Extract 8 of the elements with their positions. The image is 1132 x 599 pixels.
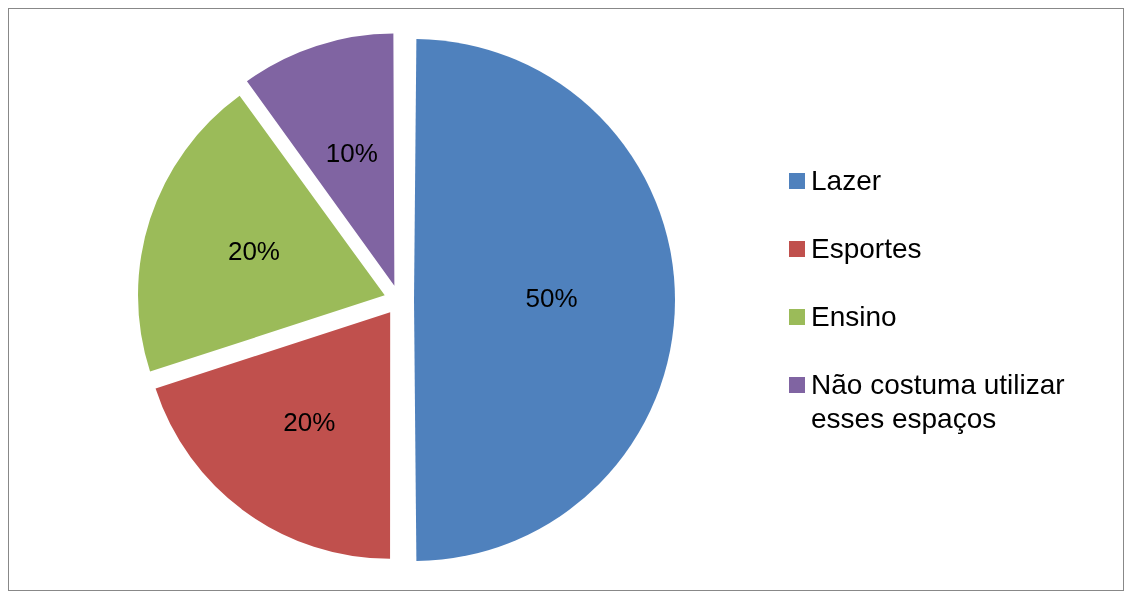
data-label: 50%	[525, 282, 578, 313]
legend-label: Esportes	[811, 231, 922, 266]
legend-label: Ensino	[811, 299, 897, 334]
data-label: 10%	[325, 137, 378, 168]
legend-label: Lazer	[811, 163, 882, 198]
data-label: 20%	[283, 406, 336, 437]
data-label: 20%	[227, 235, 280, 266]
legend-label: Não costuma utilizar esses espaços	[811, 367, 1066, 436]
